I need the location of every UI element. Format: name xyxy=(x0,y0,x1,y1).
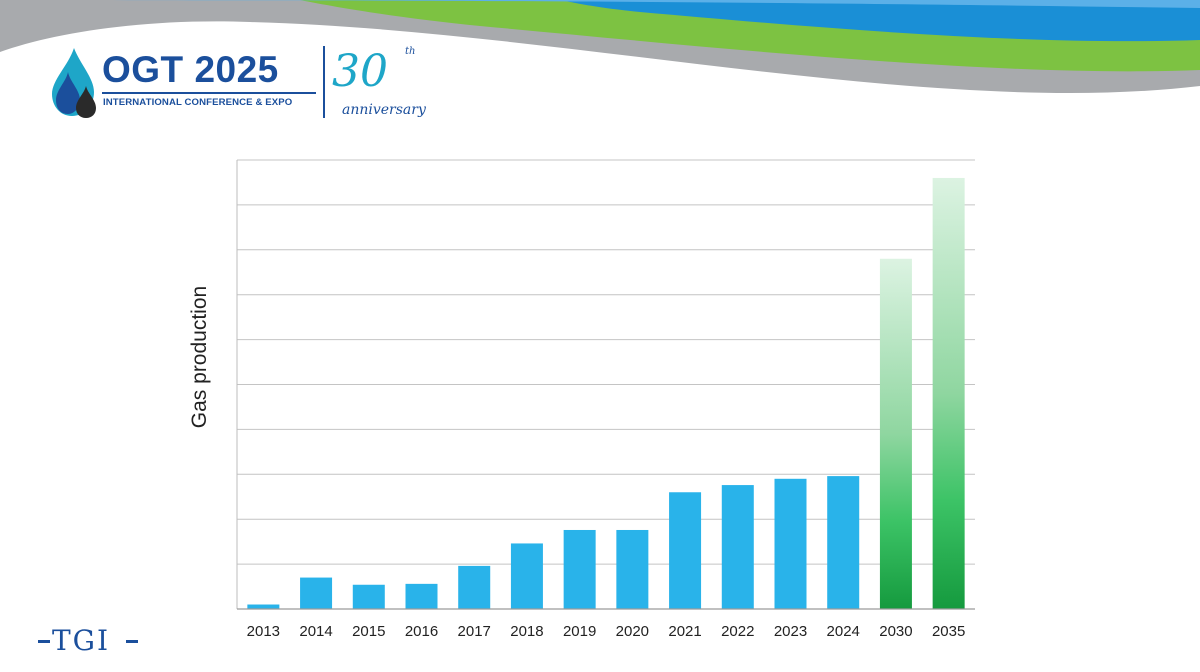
logo-title: OGT 2025 xyxy=(102,49,279,90)
bar-2016 xyxy=(405,583,438,609)
bar-2021 xyxy=(669,492,702,609)
x-tick-label-2018: 2018 xyxy=(510,623,543,640)
gridlines xyxy=(237,159,975,565)
anniversary-number: 30 xyxy=(332,46,388,97)
x-tick-label-2016: 2016 xyxy=(405,623,438,640)
x-tick-label-2023: 2023 xyxy=(774,623,807,640)
header-wave-decoration xyxy=(0,0,1200,93)
anniversary-text: anniversary xyxy=(342,102,426,118)
x-tick-label-2024: 2024 xyxy=(827,623,860,640)
bar-2018 xyxy=(510,543,543,609)
bar-2030 xyxy=(879,258,912,609)
bar-2014 xyxy=(300,577,333,609)
bar-2013 xyxy=(247,604,280,609)
bar-2017 xyxy=(458,565,491,609)
x-tick-label-2019: 2019 xyxy=(563,623,596,640)
x-tick-label-2021: 2021 xyxy=(668,623,701,640)
tgi-logo: TGI xyxy=(38,624,148,658)
bar-2022 xyxy=(721,485,754,609)
oil-drop-icon xyxy=(52,48,96,118)
x-tick-label-2013: 2013 xyxy=(247,623,280,640)
bar-2020 xyxy=(616,529,649,609)
tgi-logo-text: TGI xyxy=(52,624,111,657)
bar-2015 xyxy=(352,584,385,609)
x-tick-labels: 2013 2014 2015 2016 2017 2018 2019 2020 2021 2022… xyxy=(247,623,966,640)
x-tick-label-2020: 2020 xyxy=(616,623,649,640)
x-tick-label-2015: 2015 xyxy=(352,623,385,640)
bar-2019 xyxy=(563,529,596,609)
bar-2035 xyxy=(932,177,965,609)
x-tick-label-2022: 2022 xyxy=(721,623,754,640)
x-tick-label-2017: 2017 xyxy=(458,623,491,640)
ogt-logo: OGT 2025 INTERNATIONAL CONFERENCE & EXPO… xyxy=(50,44,430,124)
anniversary-suffix: th xyxy=(405,46,416,57)
header-wave-blue xyxy=(560,0,1200,42)
y-axis-label: Gas production xyxy=(188,285,211,429)
x-tick-label-2035: 2035 xyxy=(932,623,965,640)
x-tick-label-2030: 2030 xyxy=(879,623,912,640)
logo-subtitle: INTERNATIONAL CONFERENCE & EXPO xyxy=(103,97,293,108)
bar-2024 xyxy=(827,476,860,609)
bars xyxy=(247,177,965,609)
logo-divider xyxy=(323,46,325,118)
bar-2023 xyxy=(774,478,807,609)
x-tick-label-2014: 2014 xyxy=(299,623,332,640)
